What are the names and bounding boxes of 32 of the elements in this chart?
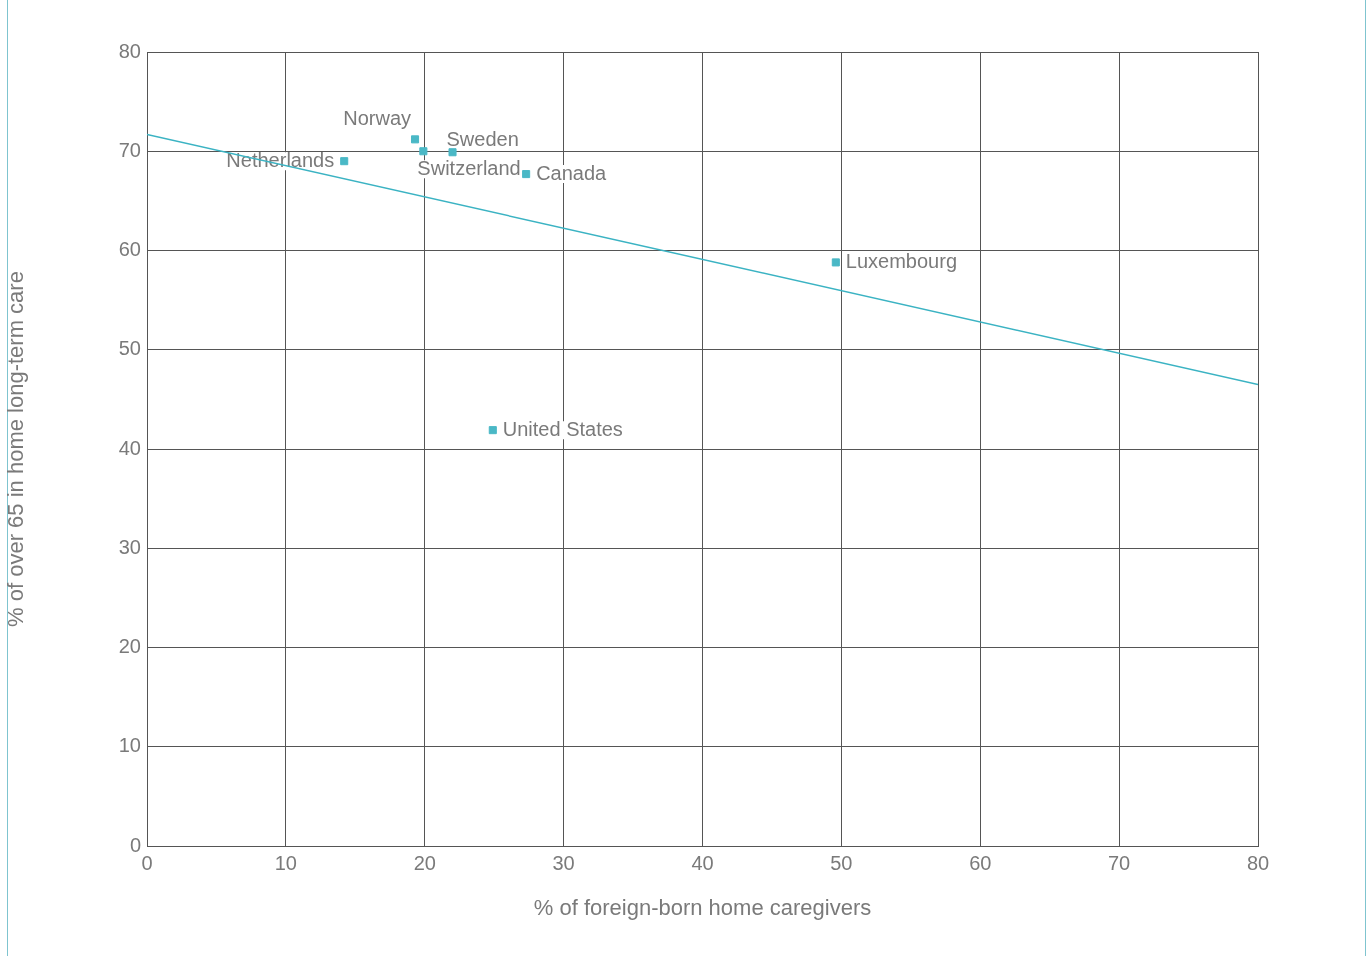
y-tick-label: 10 xyxy=(118,734,141,757)
annotation: Luxembourg xyxy=(845,249,958,272)
y-tick-label: 50 xyxy=(118,337,141,360)
annotation: Switzerland xyxy=(417,156,521,179)
point xyxy=(831,258,840,267)
point xyxy=(488,426,497,435)
point xyxy=(522,170,531,179)
point xyxy=(340,157,349,166)
x-tick-label: 20 xyxy=(413,851,436,874)
point xyxy=(410,135,420,144)
y-axis-title: % of over 65 in home long-term care xyxy=(3,271,29,627)
x-tick-label: 70 xyxy=(1108,851,1131,874)
annotation: Sweden xyxy=(446,127,519,150)
y-tick-label: 30 xyxy=(118,535,141,558)
annotation: United States xyxy=(502,417,623,440)
point xyxy=(419,147,428,156)
x-tick-label: 30 xyxy=(552,851,575,874)
y-tick-label: 0 xyxy=(129,833,141,856)
x-axis-title: % of foreign-born home caregivers xyxy=(533,894,872,920)
x-tick-label: 50 xyxy=(830,851,853,874)
y-tick-label: 70 xyxy=(118,138,141,161)
x-tick-label: 60 xyxy=(969,851,992,874)
y-tick-label: 40 xyxy=(118,436,141,459)
x-tick-label: 80 xyxy=(1246,851,1270,874)
y-tick-label: 20 xyxy=(118,635,141,658)
point xyxy=(448,148,457,157)
annotation: Canada xyxy=(536,161,608,184)
x-tick-label: 40 xyxy=(691,851,714,874)
x-tick-label: 10 xyxy=(274,851,297,874)
y-tick-label: 60 xyxy=(118,238,141,261)
y-tick-label: 80 xyxy=(118,39,141,62)
annotation: Norway xyxy=(343,106,412,129)
